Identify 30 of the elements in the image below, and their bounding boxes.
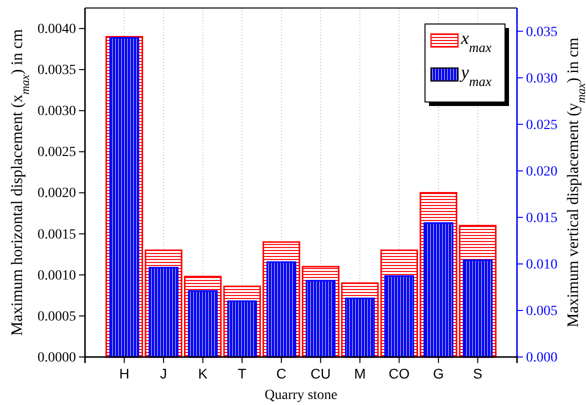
y-tick-label: 0.0025	[38, 145, 76, 160]
y-tick-label: 0.0035	[38, 63, 76, 78]
x-tick-label: M	[354, 366, 366, 382]
x-tick-label: J	[160, 366, 168, 382]
x-tick-label: H	[119, 366, 130, 382]
x-tick-label: C	[276, 366, 286, 382]
x-tick-label: K	[198, 366, 208, 382]
y-tick-label: 0.0030	[38, 104, 76, 120]
x-axis-title: Quarry stone	[264, 388, 338, 403]
y2-tick-label: 0.020	[526, 164, 558, 180]
y-tick-label: 0.0020	[38, 186, 76, 202]
y-tick-label: 0.0000	[38, 350, 76, 366]
x-tick-label: CU	[310, 366, 331, 382]
y2-tick-label: 0.035	[526, 24, 558, 40]
x-tick-label: T	[238, 366, 247, 382]
y-tick-label: 0.0005	[38, 309, 76, 324]
y-tick-label: 0.0010	[38, 268, 76, 284]
y2-tick-label: 0.030	[526, 71, 558, 86]
x-tick-label: S	[473, 366, 482, 382]
legend-label: x$_{max}$	[460, 28, 492, 54]
legend-label: y$_{max}$	[459, 62, 492, 88]
y2-tick-label: 0.000	[526, 350, 558, 366]
y2-tick-label: 0.010	[526, 257, 558, 272]
x-tick-label: G	[433, 366, 444, 382]
x-tick-label: CO	[388, 366, 410, 382]
y-tick-label: 0.0040	[38, 22, 76, 38]
y2-tick-label: 0.015	[526, 210, 558, 226]
y2-tick-label: 0.005	[526, 304, 558, 319]
y-tick-label: 0.0015	[38, 227, 76, 242]
y2-tick-label: 0.025	[526, 118, 558, 133]
